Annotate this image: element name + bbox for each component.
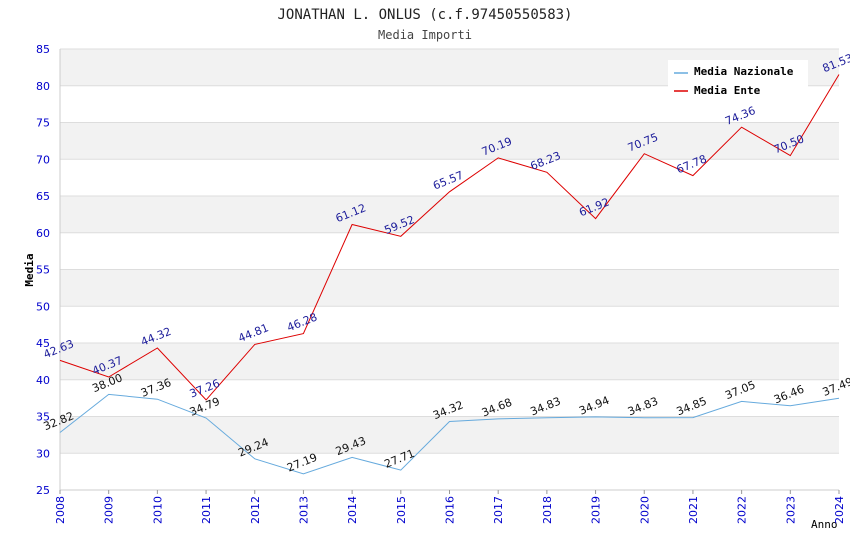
y-tick-label: 75 [36,117,50,130]
band [60,196,839,233]
x-tick-label: 2015 [395,496,408,524]
x-tick-label: 2010 [151,496,164,524]
band [60,232,839,270]
x-tick-label: 2021 [687,496,700,524]
y-tick-label: 60 [36,227,50,240]
x-tick-label: 2023 [784,496,797,524]
y-tick-label: 70 [36,153,50,166]
y-tick-label: 80 [36,80,50,93]
x-tick-label: 2020 [638,496,651,524]
band [60,159,839,196]
legend: Media Nazionale Media Ente [668,60,808,98]
x-tick-label: 2016 [444,496,457,524]
x-tick-label: 2019 [590,496,603,524]
x-tick-label: 2012 [249,496,262,524]
legend-label-ente: Media Ente [694,84,761,97]
y-axis-ticks: 25 30 35 40 45 50 55 60 65 70 75 80 85 [36,43,50,497]
y-tick-label: 65 [36,190,50,203]
band [60,269,839,307]
band [60,379,839,417]
x-axis-ticks: 2008 2009 2010 2011 2012 2013 2014 2015 2016 2017… [54,490,846,524]
y-tick-label: 40 [36,374,50,387]
band [60,453,839,490]
y-tick-label: 25 [36,484,50,497]
x-tick-label: 2014 [346,496,359,524]
x-tick-label: 2024 [833,496,846,524]
band [60,122,839,160]
chart-subtitle: Media Importi [378,28,472,42]
band [60,416,839,454]
y-tick-label: 45 [36,337,50,350]
x-tick-label: 2011 [200,496,213,524]
legend-box [668,60,808,98]
legend-label-nazionale: Media Nazionale [694,65,794,78]
series-line-nazionale [59,393,840,475]
x-axis-label: Anno [811,518,838,531]
y-tick-label: 85 [36,43,50,56]
series-line-ente [59,74,840,401]
x-tick-label: 2017 [492,496,505,524]
y-tick-label: 30 [36,447,50,460]
x-tick-label: 2018 [541,496,554,524]
y-axis-label: Media [23,253,36,286]
x-tick-label: 2008 [54,496,67,524]
y-tick-label: 55 [36,264,50,277]
y-tick-label: 50 [36,300,50,313]
background-bands [60,49,839,490]
band [60,343,839,380]
x-tick-label: 2009 [103,496,116,524]
chart-title: JONATHAN L. ONLUS (c.f.97450550583) [277,7,572,23]
series-lines [59,74,840,475]
x-tick-label: 2013 [297,496,310,524]
x-tick-label: 2022 [736,496,749,524]
band [60,306,839,343]
y-tick-label: 35 [36,411,50,424]
